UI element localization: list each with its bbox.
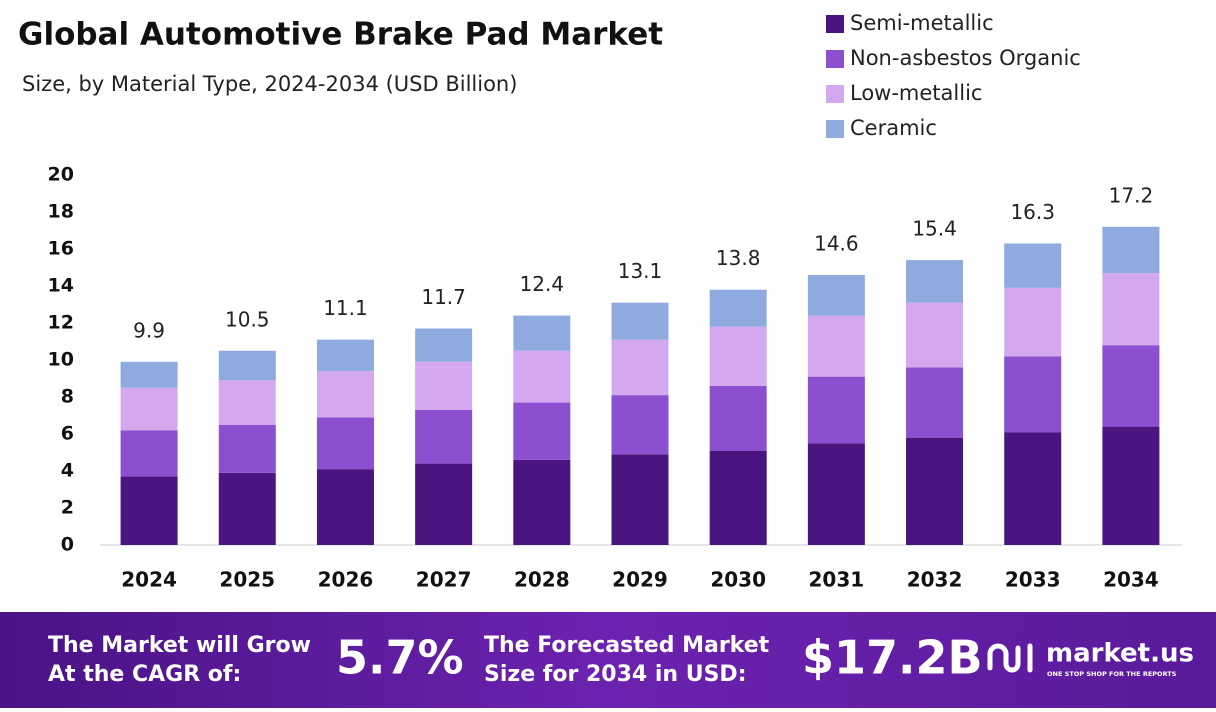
legend-label: Ceramic [850, 116, 937, 140]
bar-segment [611, 395, 669, 455]
bar-segment [906, 437, 964, 545]
x-tick-label: 2034 [1103, 568, 1159, 592]
bar-segment [709, 385, 767, 451]
bar-segment [120, 476, 178, 545]
bar-segment [316, 339, 374, 372]
bar-segment [316, 417, 374, 470]
cagr-value: 5.7% [336, 631, 464, 685]
cagr-label: The Market will Grow [48, 633, 311, 658]
bar-segment [316, 371, 374, 418]
y-tick-label: 8 [61, 386, 74, 408]
bar-segment [316, 469, 374, 545]
bar-segment [807, 274, 865, 316]
total-label: 15.4 [912, 217, 957, 241]
total-label: 9.9 [133, 318, 165, 342]
brand-logo [987, 643, 1033, 673]
bar-segment [906, 302, 964, 368]
x-tick-label: 2028 [514, 568, 570, 592]
y-tick-label: 16 [48, 238, 74, 260]
y-tick-label: 2 [61, 497, 74, 519]
chart-subtitle: Size, by Material Type, 2024-2034 (USD B… [22, 72, 517, 96]
bar-segment [807, 315, 865, 377]
y-tick-label: 6 [61, 423, 74, 445]
bar-segment [611, 454, 669, 545]
bar-segment [415, 361, 473, 410]
y-tick-label: 4 [61, 460, 74, 482]
legend-label: Low-metallic [850, 81, 982, 105]
total-label: 11.1 [323, 296, 368, 320]
tagline: ONE STOP SHOP FOR THE REPORTS [1047, 670, 1177, 678]
forecast-label: Size for 2034 in USD: [484, 662, 747, 687]
y-tick-label: 10 [48, 349, 74, 371]
bar-segment [218, 380, 276, 425]
x-tick-label: 2033 [1005, 568, 1061, 592]
bar-segment [513, 350, 571, 403]
bar-segment [1102, 273, 1160, 346]
bar-segment [1004, 432, 1062, 545]
legend-swatch [826, 120, 844, 138]
forecast-value: $17.2B [802, 631, 983, 685]
x-tick-label: 2029 [612, 568, 668, 592]
bar-segment [709, 450, 767, 545]
bar-segment [709, 326, 767, 386]
legend-label: Semi-metallic [850, 11, 994, 35]
bar-segment [611, 302, 669, 340]
bar-segment [1004, 287, 1062, 357]
footer-banner [0, 612, 1216, 708]
total-label: 12.4 [520, 272, 565, 296]
bar-segment [906, 260, 964, 303]
bar-segment [611, 339, 669, 396]
brand: market.us [1046, 639, 1194, 669]
bar-segment [1004, 356, 1062, 433]
x-tick-label: 2026 [318, 568, 374, 592]
bar-segment [218, 350, 276, 381]
bar-segment [415, 463, 473, 545]
y-tick-label: 12 [48, 312, 74, 334]
x-tick-label: 2030 [710, 568, 766, 592]
forecast-label: The Forecasted Market [484, 633, 770, 658]
bar-segment [709, 289, 767, 327]
bar-segment [1102, 226, 1160, 274]
bar-segment [513, 315, 571, 351]
total-label: 17.2 [1109, 183, 1154, 207]
bar-segment [120, 387, 178, 431]
bar-segment [807, 443, 865, 545]
bar-segment [120, 430, 178, 477]
total-label: 13.8 [716, 246, 761, 270]
bar-segment [1102, 345, 1160, 427]
total-label: 16.3 [1010, 200, 1055, 224]
legend-swatch [826, 50, 844, 68]
y-tick-label: 20 [48, 164, 74, 186]
total-label: 13.1 [618, 259, 663, 283]
legend-swatch [826, 85, 844, 103]
bar-segment [120, 361, 178, 388]
total-label: 10.5 [225, 307, 270, 331]
x-tick-label: 2024 [121, 568, 177, 592]
x-tick-label: 2031 [809, 568, 865, 592]
legend-label: Non-asbestos Organic [850, 46, 1081, 70]
bar-segment [218, 424, 276, 473]
bar-segment [218, 472, 276, 545]
total-label: 14.6 [814, 231, 859, 255]
y-tick-label: 14 [48, 275, 74, 297]
x-tick-label: 2027 [416, 568, 472, 592]
x-tick-label: 2025 [219, 568, 275, 592]
total-label: 11.7 [421, 285, 466, 309]
bar-segment [415, 409, 473, 464]
bar-segment [1004, 243, 1062, 288]
chart-title: Global Automotive Brake Pad Market [18, 17, 663, 53]
y-tick-label: 0 [61, 534, 74, 556]
bar-segment [513, 402, 571, 460]
y-tick-label: 18 [48, 201, 74, 223]
x-tick-label: 2032 [907, 568, 963, 592]
bar-segment [906, 367, 964, 438]
bar-segment [807, 376, 865, 444]
bar-segment [415, 328, 473, 362]
cagr-label: At the CAGR of: [48, 662, 241, 687]
bar-segment [513, 459, 571, 545]
bar-segment [1102, 426, 1160, 545]
legend-swatch [826, 15, 844, 33]
